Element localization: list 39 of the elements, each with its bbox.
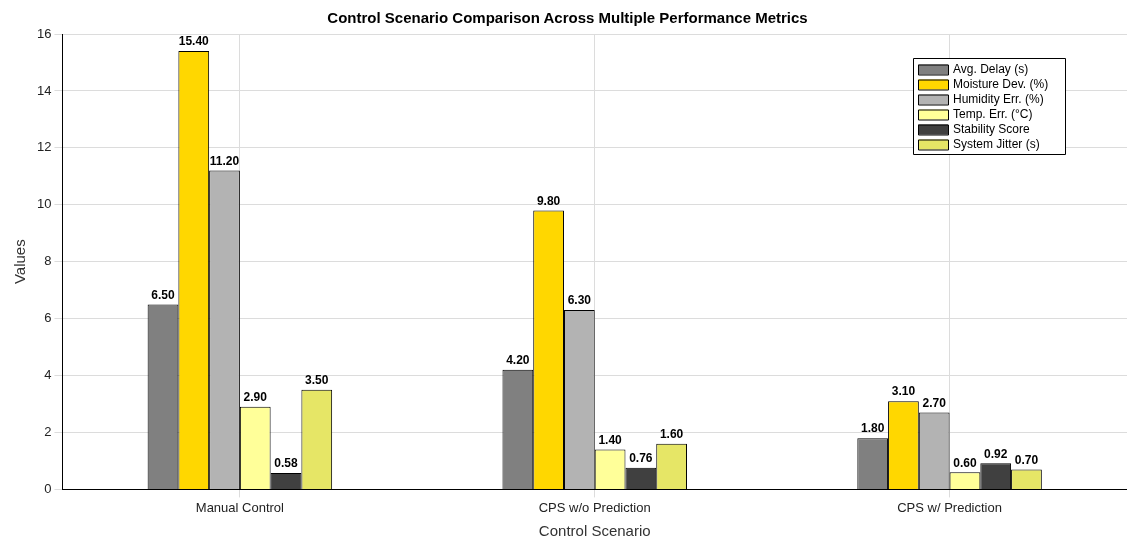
x-tick-label: CPS w/ Prediction (897, 499, 1002, 515)
legend-label: Humidity Err. (%) (953, 91, 1044, 106)
data-label: 6.50 (151, 287, 175, 302)
data-label: 0.76 (629, 451, 653, 466)
data-label: 1.60 (659, 427, 684, 442)
data-label: 1.40 (598, 432, 623, 447)
data-label: 3.50 (305, 373, 329, 388)
data-label: 3.10 (891, 384, 916, 399)
x-tick-label: Manual Control (195, 499, 285, 515)
data-label: 6.30 (567, 293, 592, 308)
y-tick-label: 14 (36, 82, 52, 98)
legend-label: Avg. Delay (s) (953, 61, 1029, 76)
data-label: 0.60 (953, 455, 977, 470)
data-label: 9.80 (536, 193, 561, 208)
data-label: 0.58 (274, 456, 299, 471)
data-label: 2.70 (922, 395, 947, 410)
legend-label: Stability Score (953, 121, 1031, 136)
y-tick-label: 0 (44, 480, 52, 496)
data-label: 1.80 (861, 421, 885, 436)
y-tick-label: 6 (44, 310, 52, 326)
data-label: 0.92 (984, 446, 1008, 461)
x-axis-title: Control Scenario (538, 522, 651, 540)
legend-label: Moisture Dev. (%) (953, 76, 1049, 91)
y-tick-label: 4 (44, 367, 52, 383)
data-label: 15.40 (178, 34, 210, 49)
y-axis-title: Values (11, 239, 29, 285)
y-tick-label: 12 (36, 139, 52, 155)
y-tick-label: 2 (44, 424, 52, 440)
legend-label: Temp. Err. (°C) (953, 106, 1033, 121)
data-label: 11.20 (209, 153, 240, 168)
data-label: 2.90 (243, 390, 268, 405)
y-tick-label: 8 (44, 253, 52, 269)
y-tick-label: 10 (36, 196, 52, 212)
x-tick-label: CPS w/o Prediction (538, 499, 651, 515)
chart-title: Control Scenario Comparison Across Multiple Performance Metrics (327, 9, 808, 27)
data-label: 4.20 (506, 353, 530, 368)
data-label: 0.70 (1014, 452, 1039, 467)
legend-label: System Jitter (s) (953, 136, 1040, 151)
y-tick-label: 16 (36, 25, 52, 41)
